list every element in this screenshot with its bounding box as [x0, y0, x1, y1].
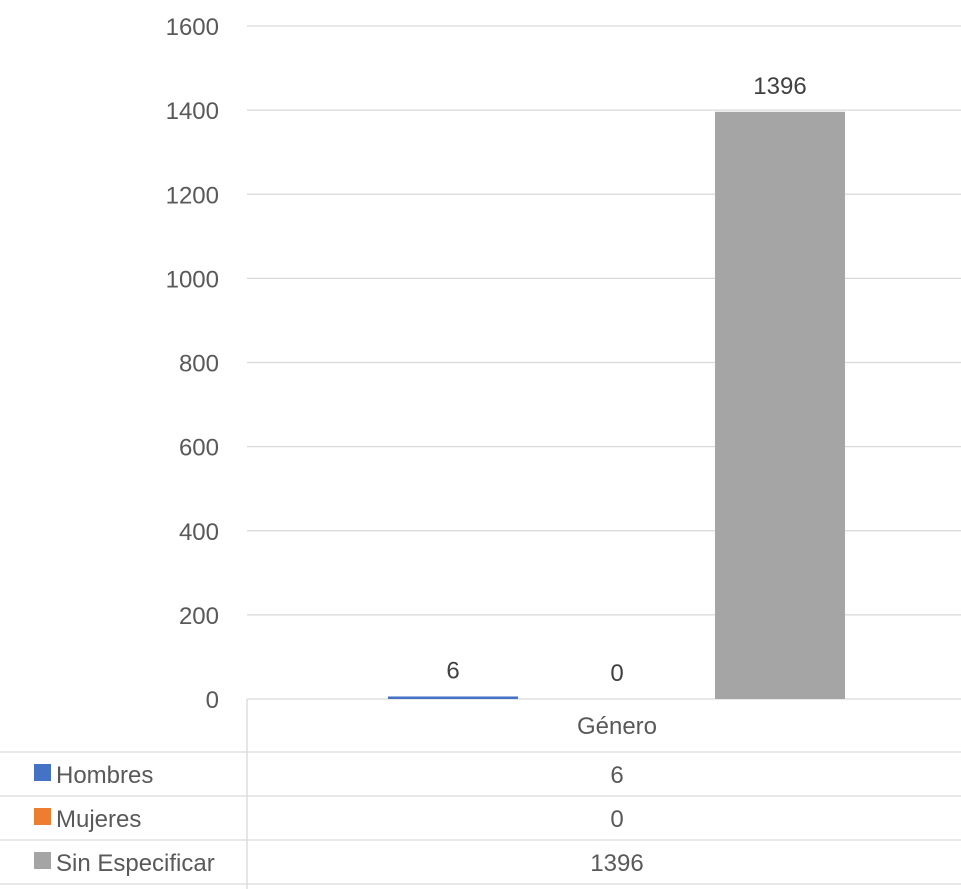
y-tick-label-1000: 1000 — [166, 266, 219, 293]
table-value-mujeres: 0 — [610, 806, 623, 833]
y-tick-label-600: 600 — [179, 435, 219, 462]
legend-swatch-hombres — [34, 764, 51, 781]
legend-swatch-sin-especificar — [34, 852, 51, 869]
data-labels: 6 0 1396 — [446, 73, 806, 687]
table-value-hombres: 6 — [610, 762, 623, 789]
bar-sin-especificar — [715, 111, 845, 700]
y-tick-label-800: 800 — [179, 351, 219, 378]
legend-label-hombres: Hombres — [56, 762, 153, 789]
legend-label-mujeres: Mujeres — [56, 806, 141, 833]
legend-swatch-mujeres — [34, 808, 51, 825]
y-tick-label-0: 0 — [206, 687, 219, 714]
y-tick-label-400: 400 — [179, 519, 219, 546]
bars — [388, 111, 845, 700]
data-label-hombres: 6 — [446, 657, 459, 684]
y-tick-label-200: 200 — [179, 603, 219, 630]
y-axis-ticks: 0 200 400 600 800 1000 1200 1400 1600 — [166, 14, 219, 714]
y-tick-label-1200: 1200 — [166, 182, 219, 209]
data-label-sin-especificar: 1396 — [753, 73, 806, 100]
bar-hombres — [388, 696, 518, 699]
data-label-mujeres: 0 — [610, 660, 623, 687]
category-label: Género — [577, 713, 657, 740]
data-table: Género Hombres 6 Mujeres 0 Sin Especificar 139… — [0, 699, 961, 889]
table-value-sin-especificar: 1396 — [590, 850, 643, 877]
legend-label-sin-especificar: Sin Especificar — [56, 850, 215, 877]
y-tick-label-1600: 1600 — [166, 14, 219, 41]
y-tick-label-1400: 1400 — [166, 98, 219, 125]
gridlines — [247, 25, 961, 700]
